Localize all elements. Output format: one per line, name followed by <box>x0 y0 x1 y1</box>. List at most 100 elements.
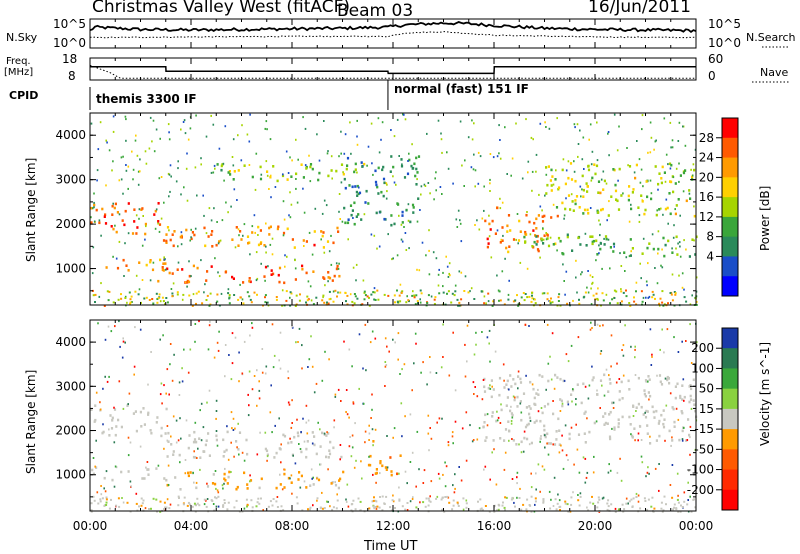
velocity-cell <box>223 472 226 476</box>
power-cell <box>254 188 257 191</box>
velocity-cell <box>659 348 661 351</box>
velocity-cell <box>267 505 270 508</box>
power-cell <box>97 148 100 151</box>
velocity-cell <box>517 370 520 373</box>
velocity-cell <box>165 506 168 509</box>
velocity-cell <box>465 411 468 414</box>
power-cell <box>523 299 526 302</box>
velocity-cell <box>508 439 510 442</box>
power-cell <box>591 281 594 284</box>
velocity-cell <box>172 450 175 453</box>
power-cell <box>499 157 502 160</box>
power-cell <box>156 298 159 300</box>
power-cell <box>120 156 123 159</box>
power-cell <box>631 191 634 194</box>
velocity-cell <box>566 503 569 506</box>
power-cell <box>223 179 225 182</box>
velocity-cell <box>512 378 515 381</box>
power-cell <box>239 296 242 299</box>
power-cell <box>403 226 405 228</box>
power-cell <box>322 296 324 299</box>
velocity-cell <box>507 420 510 423</box>
velocity-cell <box>498 376 502 380</box>
power-cell <box>639 262 641 265</box>
velocity-cell <box>583 432 586 435</box>
velocity-cell <box>516 496 518 499</box>
power-cell <box>351 300 354 303</box>
power-cell <box>587 168 591 172</box>
power-cell <box>640 277 642 280</box>
power-cell <box>121 219 124 222</box>
velocity-cell <box>657 422 660 425</box>
power-cell <box>642 296 645 299</box>
velocity-cell <box>205 505 208 508</box>
velocity-cell <box>613 426 616 429</box>
velocity-cell <box>371 500 374 503</box>
velocity-cell <box>101 497 104 500</box>
power-cell <box>265 160 268 163</box>
velocity-cell <box>346 413 349 416</box>
velocity-colorbar-tick-label: 15 <box>699 402 714 416</box>
power-cell <box>440 132 442 135</box>
power-cell <box>246 291 249 294</box>
power-cell <box>478 228 481 231</box>
velocity-cell <box>207 348 210 351</box>
power-cell <box>391 258 393 261</box>
power-cell <box>228 296 231 299</box>
velocity-cell <box>161 402 163 405</box>
velocity-cell <box>368 439 370 441</box>
velocity-cell <box>358 387 360 390</box>
power-cell <box>649 179 652 182</box>
velocity-cell <box>217 491 220 494</box>
velocity-cell <box>535 472 537 475</box>
velocity-cell <box>672 508 675 511</box>
velocity-cell <box>307 419 310 422</box>
velocity-cell <box>653 507 656 510</box>
power-cell <box>615 198 618 201</box>
power-cell <box>504 257 506 260</box>
velocity-cell <box>150 507 152 510</box>
velocity-cell <box>510 385 513 388</box>
velocity-cell <box>334 393 337 396</box>
power-cell <box>182 121 185 123</box>
power-cell <box>533 240 536 244</box>
power-cell <box>641 300 644 303</box>
y-tick-label: 2000 <box>55 217 86 231</box>
power-cell <box>667 302 669 305</box>
power-cell <box>370 122 373 125</box>
velocity-cell <box>368 507 371 510</box>
velocity-cell <box>685 340 687 342</box>
power-cell <box>471 119 473 122</box>
power-cell <box>133 220 136 223</box>
velocity-colorbar-segment <box>722 368 738 390</box>
power-cell <box>557 296 560 299</box>
velocity-cell <box>446 495 449 498</box>
velocity-cell <box>99 500 102 503</box>
velocity-cell <box>500 403 502 406</box>
velocity-cell <box>371 428 374 431</box>
power-cell <box>259 165 262 169</box>
power-cell <box>582 212 585 215</box>
velocity-cell <box>392 494 394 497</box>
velocity-cell <box>290 474 293 477</box>
power-cell <box>289 304 292 307</box>
velocity-cell <box>175 419 178 422</box>
power-cell <box>396 301 399 304</box>
power-cell <box>168 271 171 275</box>
velocity-cell <box>600 350 603 352</box>
velocity-cell <box>281 488 284 491</box>
power-cell <box>447 275 450 278</box>
velocity-cell <box>652 410 655 414</box>
power-cell <box>535 170 537 173</box>
velocity-cell <box>256 369 258 372</box>
power-cell <box>539 205 542 208</box>
power-cell <box>531 297 534 300</box>
power-cell <box>92 207 94 210</box>
power-cell <box>356 119 358 122</box>
velocity-cell <box>549 442 552 445</box>
velocity-cell <box>260 497 262 500</box>
power-cell <box>671 139 674 142</box>
velocity-cell <box>559 509 561 511</box>
velocity-cell <box>383 502 386 505</box>
velocity-cell <box>560 444 562 447</box>
